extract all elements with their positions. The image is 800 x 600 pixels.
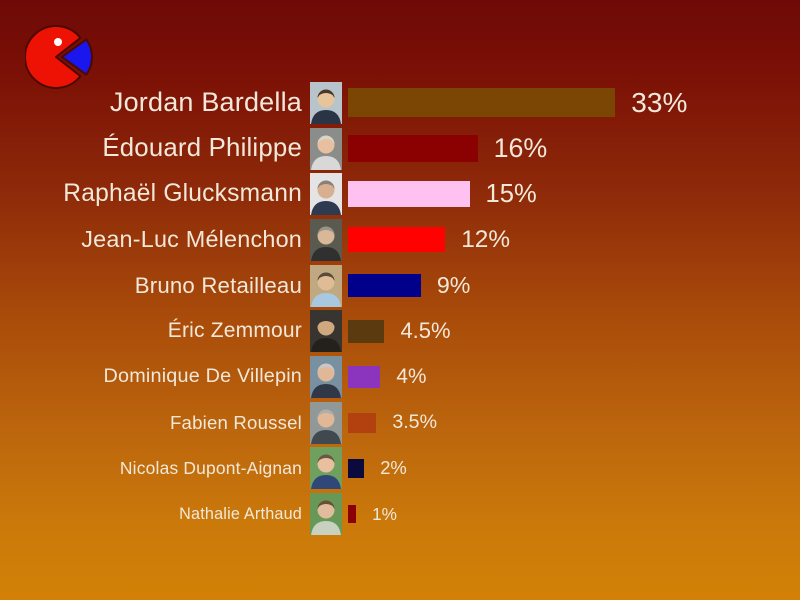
chart-row: Jordan Bardella 33%: [0, 80, 800, 126]
bar-chart: Jordan Bardella 33% Édouard Philippe 16% Rap…: [0, 80, 800, 537]
pie-eye: [54, 38, 62, 46]
chart-row: Nicolas Dupont-Aignan 2%: [0, 446, 800, 492]
value-label: 15%: [485, 179, 537, 208]
pie-pacman-logo-icon: [25, 25, 93, 89]
candidate-name: Fabien Roussel: [170, 411, 302, 433]
chart-row: Jean-Luc Mélenchon 12%: [0, 217, 800, 263]
value-label: 12%: [461, 225, 511, 253]
candidate-name: Raphaël Glucksmann: [63, 180, 302, 208]
candidate-photo: [310, 310, 342, 353]
chart-row: Éric Zemmour 4.5%: [0, 308, 800, 354]
candidate-name: Jordan Bardella: [109, 87, 302, 118]
candidate-photo: [310, 447, 342, 490]
value-label: 33%: [631, 86, 688, 118]
candidate-photo: [310, 81, 342, 124]
candidate-name: Dominique De Villepin: [103, 365, 302, 388]
value-label: 3.5%: [392, 411, 438, 434]
candidate-photo: [310, 401, 342, 444]
value-label: 4%: [396, 364, 427, 388]
candidate-photo: [310, 218, 342, 261]
candidate-photo: [310, 264, 342, 307]
bar: [348, 181, 470, 208]
candidate-photo: [310, 127, 342, 170]
value-label: 2%: [380, 457, 407, 479]
bar: [348, 320, 385, 343]
candidate-name: Édouard Philippe: [102, 134, 302, 163]
candidate-photo: [310, 173, 342, 216]
chart-row: Dominique De Villepin 4%: [0, 354, 800, 400]
pie-body: [25, 25, 82, 89]
bar: [348, 459, 365, 478]
value-label: 16%: [493, 133, 548, 164]
value-label: 1%: [372, 503, 397, 524]
chart-row: Nathalie Arthaud 1%: [0, 491, 800, 537]
bar: [348, 273, 421, 298]
chart-row: Fabien Roussel 3.5%: [0, 400, 800, 446]
bar: [348, 412, 377, 433]
candidate-name: Nicolas Dupont-Aignan: [119, 457, 302, 478]
candidate-name: Bruno Retailleau: [134, 272, 302, 298]
pie-wedge: [61, 38, 93, 76]
chart-row: Raphaël Glucksmann 15%: [0, 171, 800, 217]
candidate-name: Nathalie Arthaud: [179, 504, 302, 523]
candidate-photo: [310, 355, 342, 398]
chart-row: Bruno Retailleau 9%: [0, 263, 800, 309]
chart-row: Édouard Philippe 16%: [0, 126, 800, 172]
value-label: 9%: [436, 272, 471, 299]
candidate-photo: [310, 493, 342, 536]
candidate-name: Jean-Luc Mélenchon: [81, 226, 302, 253]
bar: [348, 227, 446, 253]
bar: [348, 366, 381, 388]
value-label: 4.5%: [400, 318, 451, 344]
candidate-name: Éric Zemmour: [167, 319, 302, 343]
bar: [348, 505, 357, 523]
bar: [348, 134, 478, 163]
bar: [348, 88, 616, 118]
